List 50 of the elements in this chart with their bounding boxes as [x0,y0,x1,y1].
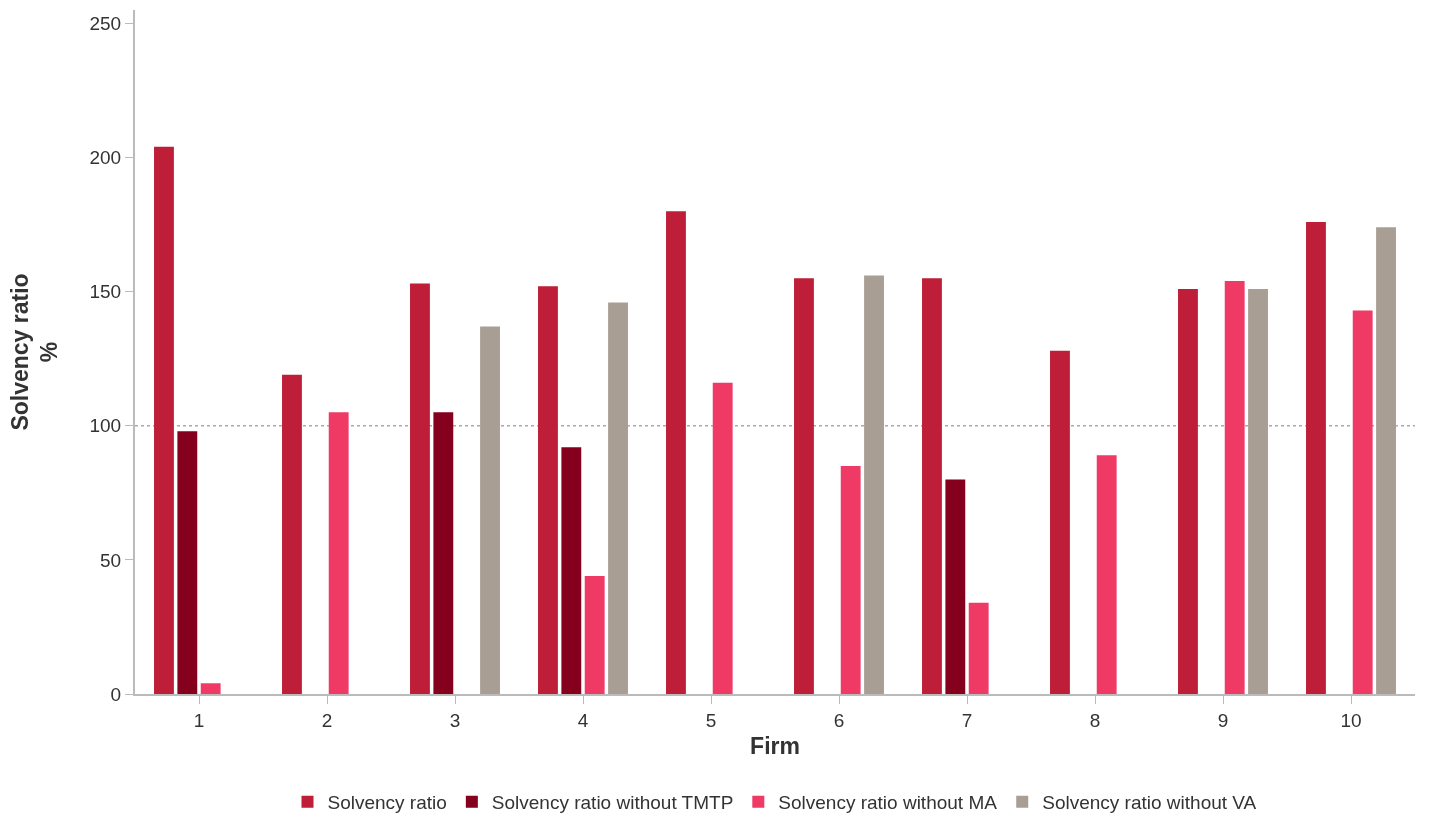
bar [1178,288,1198,694]
bar [794,278,814,694]
x-tick-label: 9 [1217,709,1229,731]
legend-label: Solvency ratio without MA [778,792,998,814]
bar [433,412,454,694]
bar [282,374,302,694]
y-tick-label: 200 [89,147,122,169]
x-tick-label: 1 [193,709,205,731]
bar [608,302,628,694]
bar [1352,310,1373,694]
bar [177,431,198,694]
bar [968,602,989,694]
bar [864,275,884,694]
x-tick-label: 5 [705,709,717,731]
bar [945,479,966,694]
bar [561,447,582,694]
bar [1050,350,1070,694]
y-tick-label: 250 [89,13,122,35]
bar [1306,221,1326,694]
legend-label: Solvency ratio without VA [1042,792,1257,814]
legend-label: Solvency ratio [327,792,447,814]
bar [154,146,174,694]
bar [1376,227,1396,694]
bar [1096,455,1117,694]
bar [328,412,349,694]
x-tick-label: 7 [961,709,973,731]
legend-label: Solvency ratio without TMTP [491,792,734,814]
bar [410,283,430,694]
y-axis-title: Solvency ratio % [6,273,63,431]
y-tick-label: 0 [110,683,122,705]
bar [200,683,221,694]
x-tick-label: 4 [577,709,589,731]
bar [712,382,733,694]
bar [666,211,686,694]
bar [840,466,861,694]
y-tick-label: 50 [100,549,122,571]
bar [538,286,558,694]
bar [1224,280,1245,694]
x-tick-label: 8 [1089,709,1101,731]
bar [922,278,942,694]
bar [1248,288,1268,694]
y-tick-label: 150 [89,281,122,303]
x-tick-label: 10 [1340,709,1362,731]
bar [584,575,605,694]
y-tick-label: 100 [89,415,122,437]
bar [480,326,500,694]
x-tick-label: 3 [449,709,461,731]
x-axis-title: Firm [750,732,800,759]
x-tick-label: 6 [833,709,845,731]
x-tick-label: 2 [321,709,333,731]
